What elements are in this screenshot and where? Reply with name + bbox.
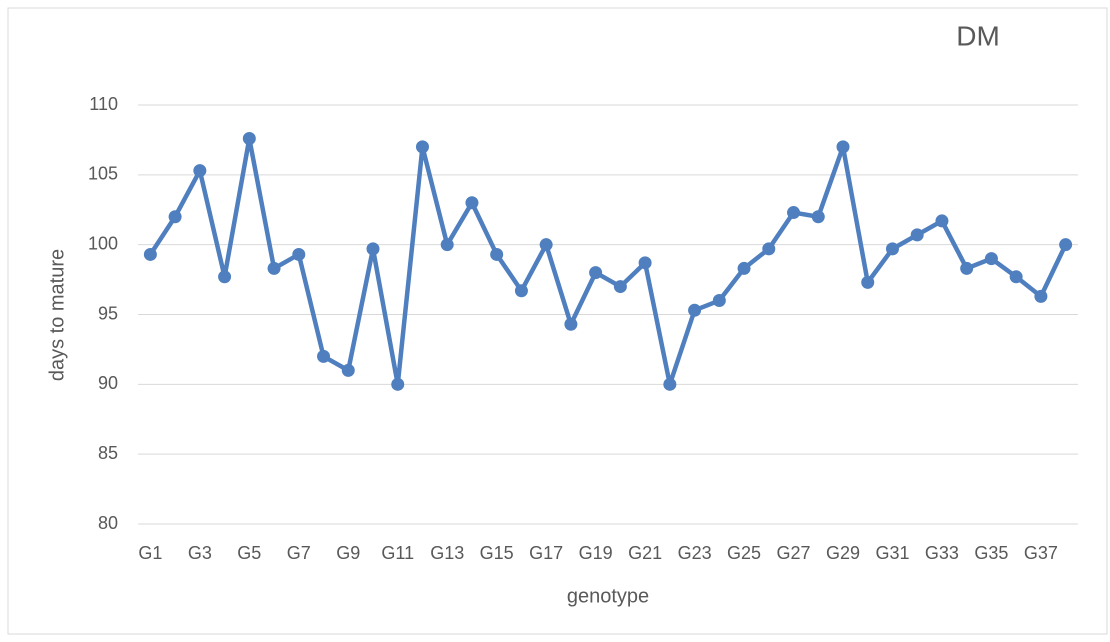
data-point [787, 206, 801, 220]
x-tick-label: G7 [287, 543, 311, 563]
data-point [910, 228, 924, 242]
data-point [935, 214, 949, 228]
data-point [688, 303, 702, 317]
x-tick-label: G13 [430, 543, 464, 563]
x-axis-label: genotype [567, 585, 649, 607]
data-point [836, 140, 850, 154]
data-point [415, 140, 429, 154]
data-point [341, 363, 355, 377]
data-point [638, 256, 652, 270]
data-point [514, 284, 528, 298]
x-tick-label: G29 [826, 543, 860, 563]
y-tick-label: 100 [88, 233, 118, 253]
y-tick-label: 110 [89, 94, 118, 114]
data-point [811, 210, 825, 224]
x-tick-label: G27 [777, 543, 811, 563]
y-tick-label: 105 [88, 164, 118, 184]
data-point [242, 132, 256, 146]
x-tick-label: G35 [974, 543, 1008, 563]
data-point [984, 252, 998, 266]
data-point [1034, 289, 1048, 303]
data-point [1059, 238, 1073, 252]
data-point [267, 261, 281, 275]
x-tick-label: G3 [188, 543, 212, 563]
data-point [1009, 270, 1023, 284]
x-tick-label: G33 [925, 543, 959, 563]
data-point [762, 242, 776, 256]
data-point [143, 247, 157, 261]
x-tick-label: G31 [875, 543, 909, 563]
data-point [465, 196, 479, 210]
data-point [440, 238, 454, 252]
data-point [292, 247, 306, 261]
data-point [712, 294, 726, 308]
x-tick-label: G15 [480, 543, 514, 563]
data-point [490, 247, 504, 261]
x-tick-label: G21 [628, 543, 662, 563]
data-point [193, 164, 207, 178]
x-tick-label: G19 [579, 543, 613, 563]
data-point [589, 266, 603, 280]
data-point [737, 261, 751, 275]
data-point [960, 261, 974, 275]
data-point [564, 317, 578, 331]
data-point [885, 242, 899, 256]
x-tick-label: G1 [138, 543, 162, 563]
x-tick-label: G17 [529, 543, 563, 563]
x-tick-label: G11 [381, 543, 414, 563]
x-tick-label: G37 [1024, 543, 1058, 563]
data-point [539, 238, 553, 252]
x-tick-label: G25 [727, 543, 761, 563]
x-tick-label: G9 [336, 543, 360, 563]
data-point [613, 280, 627, 294]
data-point [663, 377, 677, 391]
data-point [861, 275, 875, 289]
x-tick-label: G23 [678, 543, 712, 563]
y-tick-label: 85 [98, 443, 118, 463]
data-point [168, 210, 182, 224]
chart-title: DM [956, 20, 1000, 51]
y-tick-label: 80 [98, 513, 118, 533]
x-tick-label: G5 [237, 543, 261, 563]
y-tick-label: 95 [98, 303, 118, 323]
y-axis-label: days to mature [46, 249, 68, 381]
data-point [366, 242, 380, 256]
data-point [391, 377, 405, 391]
y-tick-label: 90 [98, 373, 118, 393]
chart-frame [7, 7, 1108, 635]
data-point [317, 349, 331, 363]
data-point [218, 270, 232, 284]
